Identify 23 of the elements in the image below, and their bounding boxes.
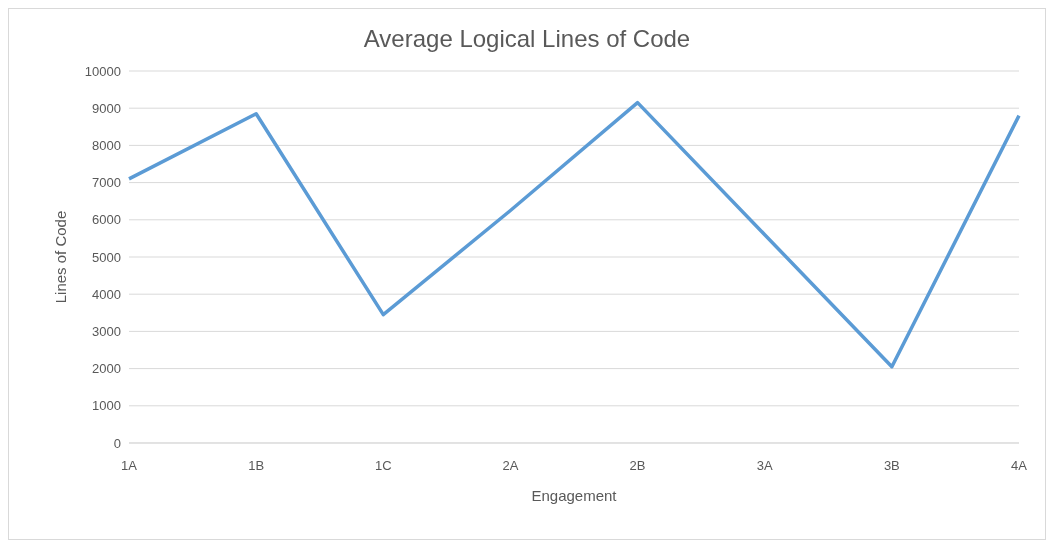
y-tick-label: 3000 [92, 324, 121, 340]
x-tick-label: 1C [374, 458, 392, 474]
y-tick-label: 2000 [92, 361, 121, 377]
x-tick-label: 2A [502, 458, 519, 474]
y-tick-label: 1000 [92, 398, 121, 414]
chart-title: Average Logical Lines of Code [362, 25, 692, 53]
y-tick-label: 5000 [92, 249, 121, 265]
y-tick-label: 7000 [92, 175, 121, 191]
x-tick-label: 3A [756, 458, 773, 474]
x-tick-label: 3B [883, 458, 900, 474]
x-tick-label: 4A [1011, 458, 1028, 474]
y-tick-label: 0 [113, 435, 121, 451]
y-tick-label: 9000 [92, 100, 121, 116]
x-tick-label: 1B [248, 458, 265, 474]
y-tick-label: 8000 [92, 138, 121, 154]
x-axis-title: Engagement [531, 487, 618, 504]
line-series [127, 100, 1021, 369]
y-tick-label: 6000 [92, 212, 121, 228]
x-tick-label: 2B [629, 458, 646, 474]
y-axis-title: Lines of Code [52, 210, 70, 304]
x-tick-label: 1A [121, 458, 138, 474]
y-tick-label: 10000 [84, 63, 121, 79]
y-tick-label: 4000 [92, 286, 121, 302]
